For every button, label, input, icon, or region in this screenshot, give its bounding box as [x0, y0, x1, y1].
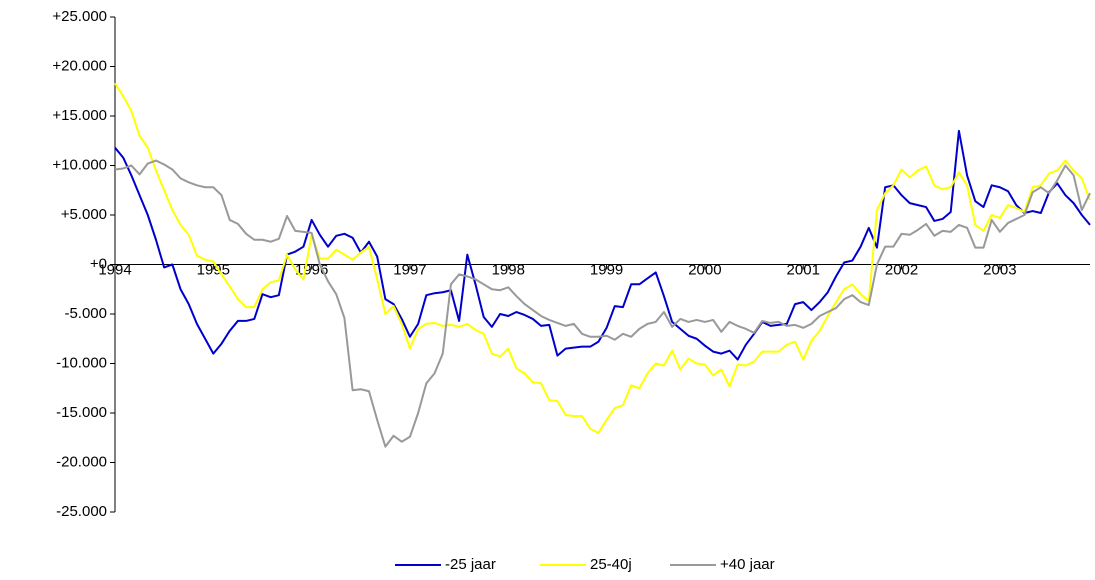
x-tick-label: 1999	[590, 261, 623, 278]
y-tick-label: -10.000	[56, 354, 107, 371]
x-tick-label: 1995	[197, 261, 230, 278]
x-tick-label: 2001	[787, 261, 820, 278]
y-tick-label: -15.000	[56, 404, 107, 421]
y-tick-label: +20.000	[52, 57, 107, 74]
series-line	[114, 159, 1091, 448]
y-tick-label: +0	[90, 255, 107, 272]
x-tick-label: 2002	[885, 261, 918, 278]
y-tick-label: -25.000	[56, 503, 107, 520]
y-tick-label: +10.000	[52, 156, 107, 173]
series-line	[114, 129, 1091, 361]
legend-label: +40 jaar	[720, 556, 775, 573]
x-tick-label: 1994	[98, 261, 131, 278]
y-tick-label: +5.000	[61, 206, 107, 223]
legend-label: 25-40j	[590, 556, 632, 573]
x-tick-label: 1998	[492, 261, 525, 278]
legend-label: -25 jaar	[445, 556, 496, 573]
y-tick-label: +15.000	[52, 107, 107, 124]
y-tick-label: -20.000	[56, 453, 107, 470]
y-tick-label: -5.000	[64, 305, 107, 322]
x-tick-label: 2003	[983, 261, 1016, 278]
series-line	[114, 82, 1091, 434]
y-tick-label: +25.000	[52, 8, 107, 25]
x-tick-label: 1997	[393, 261, 426, 278]
x-tick-label: 2000	[688, 261, 721, 278]
